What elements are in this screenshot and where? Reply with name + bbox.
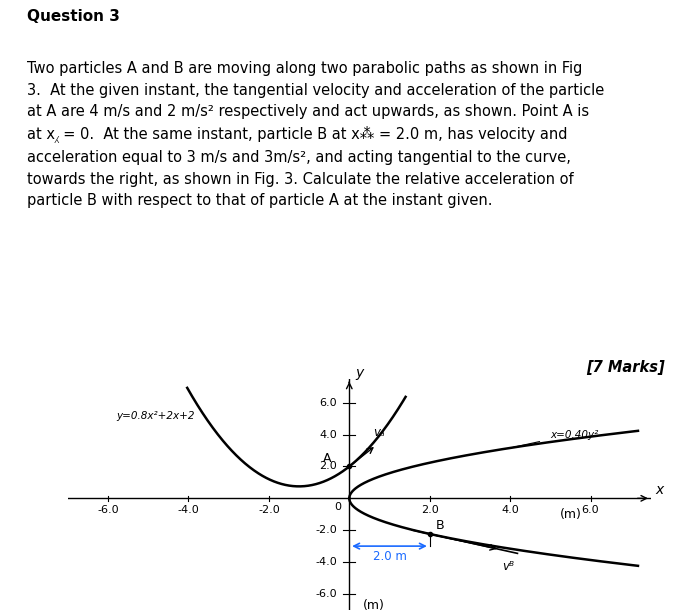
- Text: -2.0: -2.0: [258, 505, 280, 515]
- Text: 4.0: 4.0: [501, 505, 519, 515]
- Text: x=0.40y²: x=0.40y²: [551, 430, 599, 440]
- Text: -2.0: -2.0: [315, 525, 337, 535]
- Text: vₐ: vₐ: [374, 426, 385, 439]
- Text: 2.0: 2.0: [421, 505, 439, 515]
- Text: -4.0: -4.0: [178, 505, 199, 515]
- Text: B: B: [436, 519, 444, 532]
- Text: 6.0: 6.0: [319, 398, 337, 408]
- Text: -6.0: -6.0: [97, 505, 119, 515]
- Text: A: A: [323, 452, 331, 465]
- Text: 2.0: 2.0: [319, 461, 337, 471]
- Text: 6.0: 6.0: [582, 505, 599, 515]
- Text: Question 3: Question 3: [27, 9, 120, 24]
- Text: Two particles A and B are moving along two parabolic paths as shown in Fig
3.  A: Two particles A and B are moving along t…: [27, 61, 604, 208]
- Text: [7 Marks]: [7 Marks]: [586, 360, 664, 375]
- Text: (m): (m): [559, 508, 582, 521]
- Text: x: x: [655, 483, 663, 496]
- Text: -4.0: -4.0: [315, 557, 337, 567]
- Text: 2.0 m: 2.0 m: [373, 550, 406, 563]
- Text: y=0.8x²+2x+2: y=0.8x²+2x+2: [116, 411, 195, 421]
- Text: 4.0: 4.0: [319, 429, 337, 440]
- Text: y: y: [355, 367, 363, 381]
- Text: -6.0: -6.0: [315, 589, 337, 599]
- Text: vᴮ: vᴮ: [502, 560, 514, 573]
- Text: (m): (m): [363, 599, 385, 612]
- Text: 0: 0: [334, 501, 341, 511]
